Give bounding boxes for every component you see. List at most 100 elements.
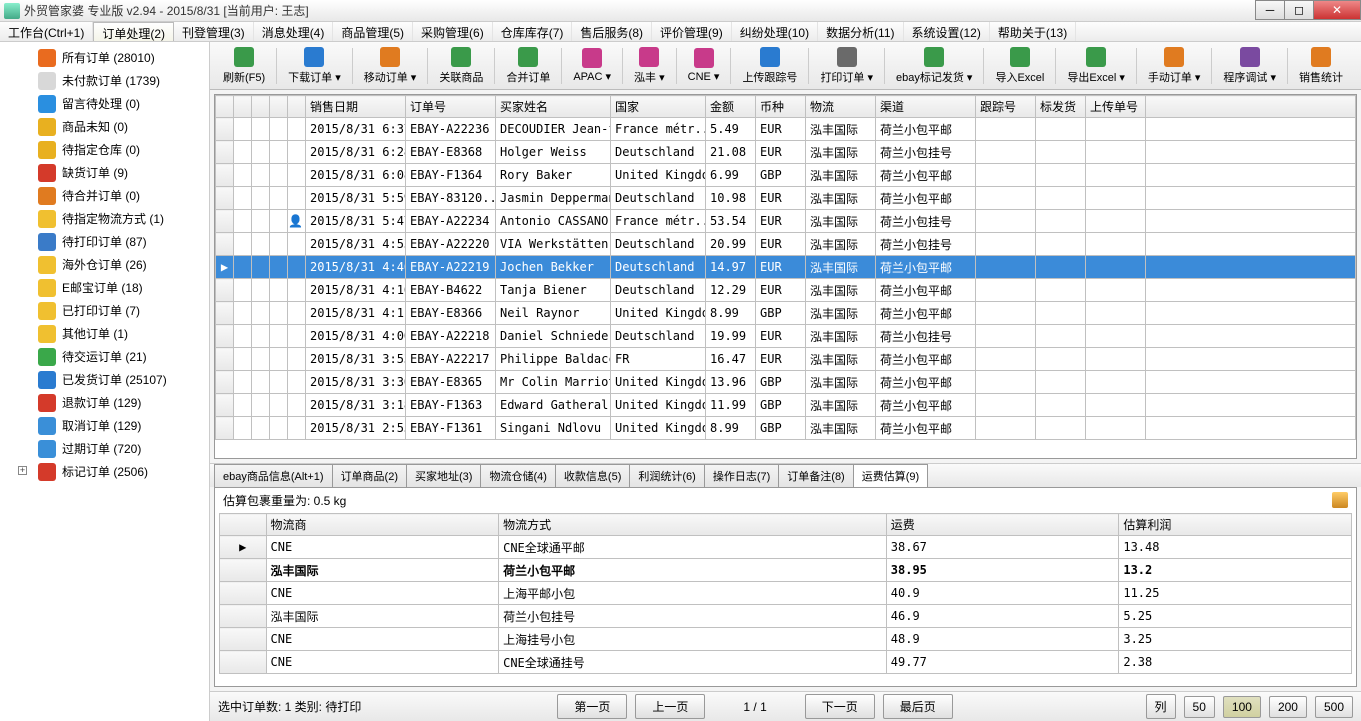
sidebar-item-4[interactable]: 待指定仓库 (0)	[0, 138, 209, 161]
sidebar-item-9[interactable]: 海外仓订单 (26)	[0, 253, 209, 276]
menu-2[interactable]: 刊登管理(3)	[174, 22, 254, 41]
col-15[interactable]: 上传单号	[1086, 96, 1146, 118]
toolbtn-12[interactable]: 导出Excel ▾	[1060, 44, 1131, 88]
table-row[interactable]: 2015/8/31 4:16EBAY-B4622Tanja BienerDeut…	[216, 279, 1356, 302]
toolbtn-8[interactable]: 上传跟踪号	[735, 44, 804, 88]
sidebar-item-18[interactable]: +标记订单 (2506)	[0, 460, 209, 483]
sidebar-item-2[interactable]: 留言待处理 (0)	[0, 92, 209, 115]
shipcol-0[interactable]	[220, 514, 267, 536]
table-row[interactable]: 2015/8/31 6:08EBAY-F1364Rory BakerUnited…	[216, 164, 1356, 187]
sidebar-item-13[interactable]: 待交运订单 (21)	[0, 345, 209, 368]
shipping-grid[interactable]: 物流商物流方式运费估算利润▶CNECNE全球通平邮38.6713.48 泓丰国际荷…	[219, 513, 1352, 686]
col-3[interactable]	[270, 96, 288, 118]
detail-tab-4[interactable]: 收款信息(5)	[555, 464, 630, 487]
shipcol-2[interactable]: 物流方式	[499, 514, 887, 536]
order-grid[interactable]: 销售日期订单号买家姓名国家金额币种物流渠道跟踪号标发货上传单号2015/8/31…	[214, 94, 1357, 459]
toolbtn-3[interactable]: 关联商品	[432, 44, 490, 88]
toolbtn-14[interactable]: 程序调试 ▾	[1216, 44, 1283, 88]
menu-5[interactable]: 采购管理(6)	[413, 22, 493, 41]
page-btn-0[interactable]: 第一页	[557, 694, 627, 719]
sidebar-item-10[interactable]: E邮宝订单 (18)	[0, 276, 209, 299]
col-6[interactable]: 订单号	[406, 96, 496, 118]
menu-9[interactable]: 纠纷处理(10)	[732, 22, 818, 41]
col-7[interactable]: 买家姓名	[496, 96, 611, 118]
maximize-button[interactable]: ◻	[1284, 0, 1314, 20]
col-0[interactable]	[216, 96, 234, 118]
table-row[interactable]: 2015/8/31 6:28EBAY-E8368Holger WeissDeut…	[216, 141, 1356, 164]
detail-tab-5[interactable]: 利润统计(6)	[629, 464, 704, 487]
detail-tab-1[interactable]: 订单商品(2)	[332, 464, 407, 487]
minimize-button[interactable]: ─	[1255, 0, 1285, 20]
table-row[interactable]: 2015/8/31 3:53EBAY-A22217Philippe Baldac…	[216, 348, 1356, 371]
detail-tab-8[interactable]: 运费估算(9)	[853, 464, 928, 487]
table-row[interactable]: 👤2015/8/31 5:47EBAY-A22234Antonio CASSAN…	[216, 210, 1356, 233]
sidebar-item-5[interactable]: 缺货订单 (9)	[0, 161, 209, 184]
col-1[interactable]	[234, 96, 252, 118]
sidebar-item-17[interactable]: 过期订单 (720)	[0, 437, 209, 460]
sidebar-item-15[interactable]: 退款订单 (129)	[0, 391, 209, 414]
sidebar-item-6[interactable]: 待合并订单 (0)	[0, 184, 209, 207]
pagesize-500[interactable]: 500	[1315, 696, 1353, 718]
toolbtn-9[interactable]: 打印订单 ▾	[813, 44, 880, 88]
table-row[interactable]: 2015/8/31 3:30EBAY-E8365Mr Colin Marriot…	[216, 371, 1356, 394]
detail-tab-2[interactable]: 买家地址(3)	[406, 464, 481, 487]
table-row[interactable]: 2015/8/31 4:11EBAY-E8366Neil RaynorUnite…	[216, 302, 1356, 325]
table-row[interactable]: 2015/8/31 3:18EBAY-F1363Edward GatheralU…	[216, 394, 1356, 417]
sidebar-item-14[interactable]: 已发货订单 (25107)	[0, 368, 209, 391]
col-2[interactable]	[252, 96, 270, 118]
toolbtn-11[interactable]: 导入Excel	[988, 44, 1051, 88]
menu-7[interactable]: 售后服务(8)	[572, 22, 652, 41]
ship-row[interactable]: ▶CNECNE全球通平邮38.6713.48	[220, 536, 1352, 559]
page-btn-2[interactable]: 下一页	[805, 694, 875, 719]
sidebar-item-12[interactable]: 其他订单 (1)	[0, 322, 209, 345]
table-row[interactable]: 2015/8/31 6:37EBAY-A22236DECOUDIER Jean-…	[216, 118, 1356, 141]
ship-row[interactable]: CNE上海挂号小包48.93.25	[220, 628, 1352, 651]
close-button[interactable]: ✕	[1313, 0, 1361, 20]
page-btn-3[interactable]: 最后页	[883, 694, 953, 719]
toolbtn-10[interactable]: ebay标记发货 ▾	[889, 44, 979, 88]
sidebar-item-3[interactable]: 商品未知 (0)	[0, 115, 209, 138]
page-btn-1[interactable]: 上一页	[635, 694, 705, 719]
sidebar-item-8[interactable]: 待打印订单 (87)	[0, 230, 209, 253]
detail-tab-7[interactable]: 订单备注(8)	[778, 464, 853, 487]
shipcol-3[interactable]: 运费	[886, 514, 1119, 536]
col-5[interactable]: 销售日期	[306, 96, 406, 118]
toolbtn-0[interactable]: 刷新(F5)	[216, 44, 272, 88]
toolbtn-5[interactable]: APAC ▾	[566, 44, 618, 88]
toolbtn-6[interactable]: 泓丰 ▾	[627, 44, 672, 88]
toolbtn-13[interactable]: 手动订单 ▾	[1141, 44, 1208, 88]
ship-row[interactable]: 泓丰国际荷兰小包挂号46.95.25	[220, 605, 1352, 628]
sidebar-item-11[interactable]: 已打印订单 (7)	[0, 299, 209, 322]
pagesize-200[interactable]: 200	[1269, 696, 1307, 718]
toolbtn-4[interactable]: 合并订单	[499, 44, 557, 88]
sidebar-item-7[interactable]: 待指定物流方式 (1)	[0, 207, 209, 230]
toolbtn-2[interactable]: 移动订单 ▾	[357, 44, 424, 88]
col-9[interactable]: 金额	[706, 96, 756, 118]
shipcol-1[interactable]: 物流商	[266, 514, 499, 536]
shipcol-4[interactable]: 估算利润	[1119, 514, 1352, 536]
menu-4[interactable]: 商品管理(5)	[333, 22, 413, 41]
pagesize-列[interactable]: 列	[1146, 694, 1176, 719]
menu-10[interactable]: 数据分析(11)	[818, 22, 903, 41]
menu-6[interactable]: 仓库库存(7)	[493, 22, 573, 41]
table-row[interactable]: 2015/8/31 4:00EBAY-A22218Daniel Schniede…	[216, 325, 1356, 348]
menu-0[interactable]: 工作台(Ctrl+1)	[0, 22, 93, 41]
ship-row[interactable]: CNE上海平邮小包40.911.25	[220, 582, 1352, 605]
detail-tab-6[interactable]: 操作日志(7)	[704, 464, 779, 487]
table-row[interactable]: 2015/8/31 4:53EBAY-A22220VIA Werkstätten…	[216, 233, 1356, 256]
col-10[interactable]: 币种	[756, 96, 806, 118]
pagesize-50[interactable]: 50	[1184, 696, 1215, 718]
toolbtn-1[interactable]: 下载订单 ▾	[281, 44, 348, 88]
sidebar-item-16[interactable]: 取消订单 (129)	[0, 414, 209, 437]
table-row[interactable]: 2015/8/31 2:55EBAY-F1361Singani NdlovuUn…	[216, 417, 1356, 440]
table-row[interactable]: 2015/8/31 5:59EBAY-83120...Jasmin Depper…	[216, 187, 1356, 210]
pagesize-100[interactable]: 100	[1223, 696, 1261, 718]
menu-3[interactable]: 消息处理(4)	[254, 22, 334, 41]
toolbtn-7[interactable]: CNE ▾	[681, 44, 727, 88]
sidebar-item-1[interactable]: 未付款订单 (1739)	[0, 69, 209, 92]
menu-1[interactable]: 订单处理(2)	[93, 22, 174, 41]
toolbtn-15[interactable]: 销售统计	[1292, 44, 1350, 88]
col-14[interactable]: 标发货	[1036, 96, 1086, 118]
book-icon[interactable]	[1332, 492, 1348, 508]
detail-tab-3[interactable]: 物流仓储(4)	[480, 464, 555, 487]
